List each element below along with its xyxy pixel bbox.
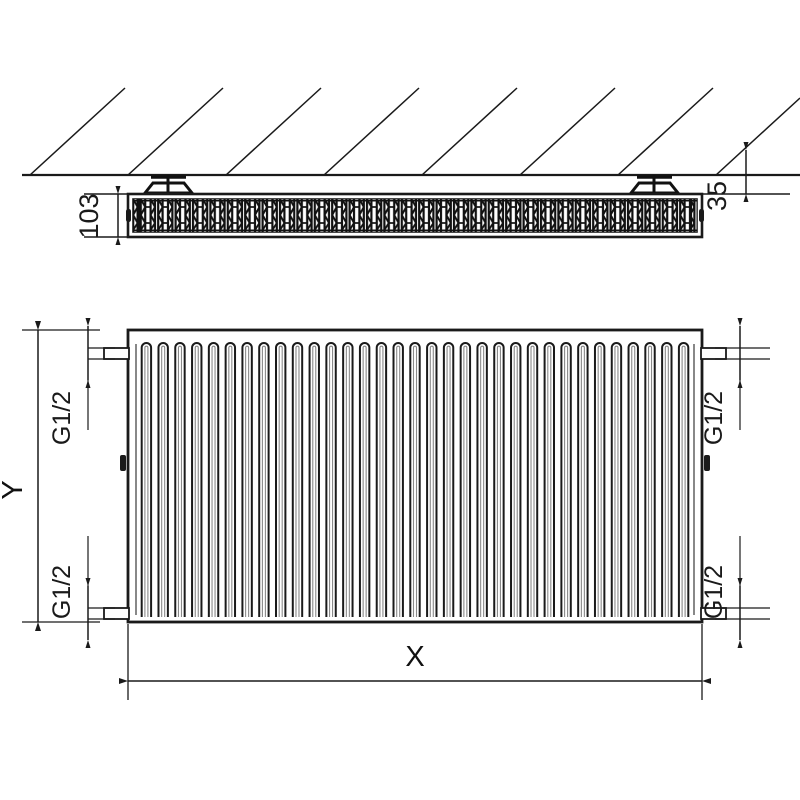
port-label-bottom-left-text: G1/2 [48,565,76,619]
connection-stub-bottom-left [103,607,130,620]
connection-stub-top-right [700,347,727,360]
radiator-fin [258,342,270,617]
convector-fin-core [133,199,697,232]
front-left-port-nub [120,455,126,471]
radiator-fin [459,342,472,617]
port-label-bottom-right: G1/2 [700,536,770,648]
radiator-fin [191,342,203,617]
radiator-fin-highlight [379,345,384,617]
radiator-fin-highlight [463,345,468,617]
radiator-fin-highlight [329,345,334,617]
radiator-fin [510,342,522,617]
radiator-fin-highlight [446,345,451,617]
depth-dimension-103: 103 [74,186,133,245]
radiator-fin [442,342,455,617]
radiator-fin [577,342,589,617]
port-label-top-left-text: G1/2 [48,391,76,445]
radiator-fin [627,342,639,617]
radiator-fin-highlight [580,345,585,617]
radiator-fin [224,342,237,617]
radiator-fin [644,342,656,617]
port-label-top-left: G1/2 [48,318,115,445]
radiator-fin-highlight [614,345,619,617]
radiator-fin-highlight [480,345,485,617]
front-right-port-nub [704,455,710,471]
radiator-fin [661,342,673,617]
radiator-fin-highlight [681,345,686,617]
wall-gap-dimension-35: 35 [702,142,790,211]
radiator-fin-highlight [513,345,518,617]
radiator-fin-highlight [144,345,149,617]
depth-dimension-label: 103 [74,193,104,238]
radiator-fin [526,342,539,617]
radiator-fin [291,342,304,617]
radiator-fin [392,342,404,617]
radiator-fin-highlight [194,345,199,617]
port-label-bottom-left: G1/2 [48,536,115,648]
radiator-fin [308,342,320,617]
radiator-fin-highlight [161,345,166,617]
radiator-fin [140,342,153,617]
radiator-fin-highlight [530,345,535,617]
radiator-fin-highlight [362,345,367,617]
radiator-fin-highlight [211,345,216,617]
radiator-fin-highlight [261,345,266,617]
radiator-fin-highlight [597,345,602,617]
radiator-fin-highlight [228,345,233,617]
radiator-fin-highlight [647,345,653,617]
radiator-fin-highlight [664,345,669,617]
radiator-fin [207,342,220,617]
left-side-port-nub [126,209,131,222]
radiator-fin-highlight [412,345,418,617]
radiator-fin [426,342,438,617]
port-label-top-right-text: G1/2 [700,391,728,445]
radiator-fin-highlight [278,345,283,617]
width-dimension-X: X [119,624,711,700]
right-side-port-nub [699,209,704,222]
radiator-fin [476,342,488,617]
radiator-fin [274,342,287,617]
radiator-fin [593,342,606,617]
radiator-fin-highlight [631,345,636,617]
radiator-fin [358,342,371,617]
height-dimension-label: Y [0,480,29,499]
radiator-fin [493,342,505,617]
radiator-fin-highlight [396,345,401,617]
wall-hatching [29,87,800,175]
radiator-fin-highlight [245,345,250,617]
front-fin-group [140,342,690,617]
radiator-fin-highlight [312,345,317,617]
wall-gap-dimension-label: 35 [702,181,732,211]
radiator-fin-highlight [547,345,552,617]
radiator-front-panel [126,328,704,624]
radiator-fin-highlight [177,345,183,617]
top-section-view: 103 35 [22,87,800,245]
radiator-fin [342,342,354,617]
radiator-fin [157,342,169,617]
port-label-bottom-right-text: G1/2 [700,565,728,619]
radiator-fin [375,342,388,617]
width-dimension-label: X [405,641,424,673]
port-label-top-right: G1/2 [700,318,770,445]
panel-inner-edge [135,344,695,615]
radiator-fin-highlight [295,345,300,617]
radiator-fin [325,342,337,617]
radiator-fin-highlight [496,345,501,617]
radiator-fin [174,342,186,617]
height-dimension-Y: Y [0,321,100,631]
front-elevation-view: G1/2 G1/2 G1/2 [0,318,770,700]
radiator-fin [610,342,623,617]
radiator-fin [409,342,421,617]
radiator-fin [241,342,253,617]
radiator-fin [560,342,572,617]
connection-stub-top-left [103,347,130,360]
radiator-fin-highlight [345,345,350,617]
radiator-fin-highlight [564,345,569,617]
radiator-fin [677,342,690,617]
connection-stub-bottom-right [700,607,727,620]
radiator-fin-highlight [429,345,434,617]
radiator-fin [543,342,556,617]
